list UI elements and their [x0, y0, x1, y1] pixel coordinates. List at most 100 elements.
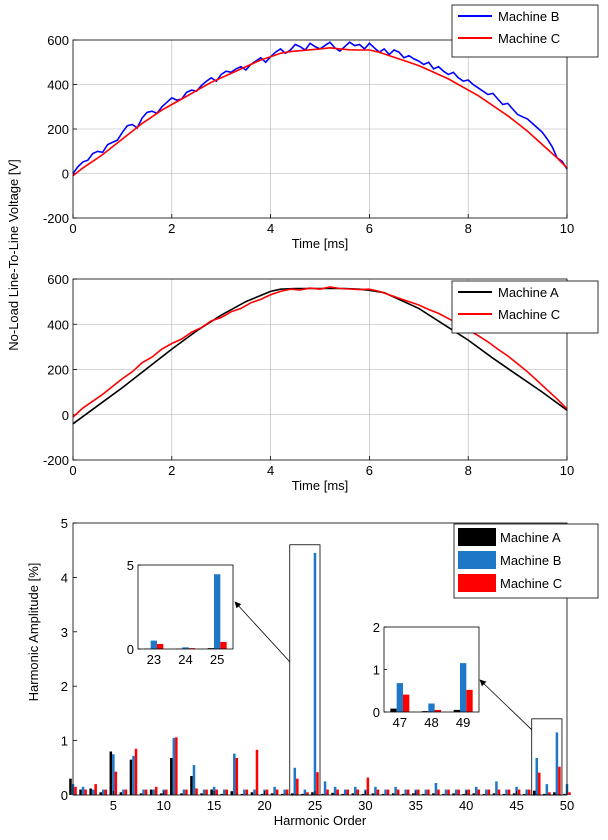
- bar: [356, 789, 360, 795]
- bar: [492, 793, 496, 795]
- bar: [253, 789, 256, 795]
- bar: [175, 737, 178, 795]
- y-tick-label: 2: [61, 679, 68, 694]
- bar: [336, 789, 339, 795]
- x-tick-label: 10: [157, 798, 171, 813]
- inset-bar: [157, 643, 164, 649]
- bar: [172, 737, 176, 795]
- bar: [543, 793, 546, 795]
- bar: [555, 732, 559, 795]
- bar: [79, 789, 82, 795]
- bar: [265, 789, 269, 795]
- bar: [462, 793, 465, 795]
- bar: [149, 789, 153, 795]
- inset-bar: [396, 683, 403, 712]
- bar: [164, 789, 168, 795]
- x-tick-label: 30: [358, 798, 372, 813]
- bar: [104, 789, 108, 795]
- bar: [527, 789, 531, 795]
- bar: [190, 775, 193, 795]
- bar: [260, 793, 264, 795]
- x-tick-label: 4: [267, 221, 274, 236]
- y-tick-label: 1: [61, 734, 68, 749]
- bar: [180, 793, 183, 795]
- inset-bar: [150, 640, 157, 649]
- bar: [495, 781, 498, 795]
- bar: [270, 793, 274, 795]
- inset-bar: [207, 648, 214, 649]
- bar: [84, 789, 87, 795]
- bar: [366, 777, 370, 795]
- x-tick-label: 45: [509, 798, 523, 813]
- bar: [427, 789, 430, 795]
- x-tick-label: 6: [366, 221, 373, 236]
- bar: [545, 784, 549, 795]
- inset-bar: [214, 574, 221, 649]
- inset-x-tick-label: 24: [178, 652, 192, 667]
- bar: [535, 758, 539, 795]
- bar: [505, 789, 508, 795]
- x-tick-label: 8: [465, 463, 472, 478]
- bar: [91, 789, 95, 795]
- x-tick-label: 15: [207, 798, 221, 813]
- x-tick-label: 0: [69, 221, 76, 236]
- series-line-machine-c: [72, 286, 568, 418]
- bar: [74, 786, 77, 795]
- legend-label: Machine C: [498, 31, 560, 46]
- bar: [109, 751, 113, 795]
- bar: [280, 793, 284, 795]
- bar: [386, 789, 390, 795]
- bar: [230, 791, 234, 795]
- bar: [452, 793, 455, 795]
- inset-x-tick-label: 23: [147, 652, 161, 667]
- bar: [250, 792, 254, 795]
- bar: [454, 789, 458, 795]
- bar: [316, 772, 319, 795]
- y-tick-label: 0: [62, 167, 69, 182]
- bar: [477, 789, 481, 795]
- bar: [532, 790, 536, 795]
- x-tick-label: 50: [560, 798, 574, 813]
- highlight-box: [531, 718, 563, 796]
- bar: [89, 788, 92, 795]
- bar: [195, 788, 198, 795]
- inset-bar: [460, 663, 467, 713]
- bar: [417, 789, 420, 795]
- arrow-inset-2: [479, 679, 532, 731]
- bar: [283, 789, 286, 795]
- bar: [134, 748, 138, 795]
- x-tick-label: 10: [560, 463, 574, 478]
- y-tick-label: 600: [47, 33, 69, 48]
- legend-label: Machine B: [500, 553, 561, 568]
- bar: [331, 792, 334, 795]
- bar: [497, 789, 501, 795]
- inset-y-tick-label: 2: [373, 620, 380, 635]
- bar: [558, 766, 561, 795]
- bar: [517, 789, 521, 795]
- bar: [81, 786, 85, 795]
- bar: [553, 792, 556, 795]
- inset-y-tick-label: 0: [373, 705, 380, 720]
- bar: [432, 793, 435, 795]
- bar: [381, 793, 385, 795]
- inset-x-tick-label: 48: [424, 715, 438, 730]
- bar: [301, 793, 304, 795]
- bar: [515, 786, 518, 795]
- bar: [548, 792, 551, 795]
- inset-bar: [422, 711, 429, 712]
- bar: [394, 786, 397, 795]
- bar: [384, 789, 387, 795]
- inset-bar: [390, 708, 397, 712]
- y-tick-label: 3: [61, 625, 68, 640]
- x-axis-label: Harmonic Order: [274, 813, 367, 828]
- bar: [361, 793, 365, 795]
- bar: [99, 792, 102, 795]
- bar: [119, 792, 123, 795]
- y-tick-label: 5: [61, 516, 68, 531]
- bar: [442, 793, 445, 795]
- x-tick-label: 4: [267, 463, 274, 478]
- bar: [512, 793, 516, 795]
- x-tick-label: 0: [69, 463, 76, 478]
- legend-swatch: [458, 574, 496, 592]
